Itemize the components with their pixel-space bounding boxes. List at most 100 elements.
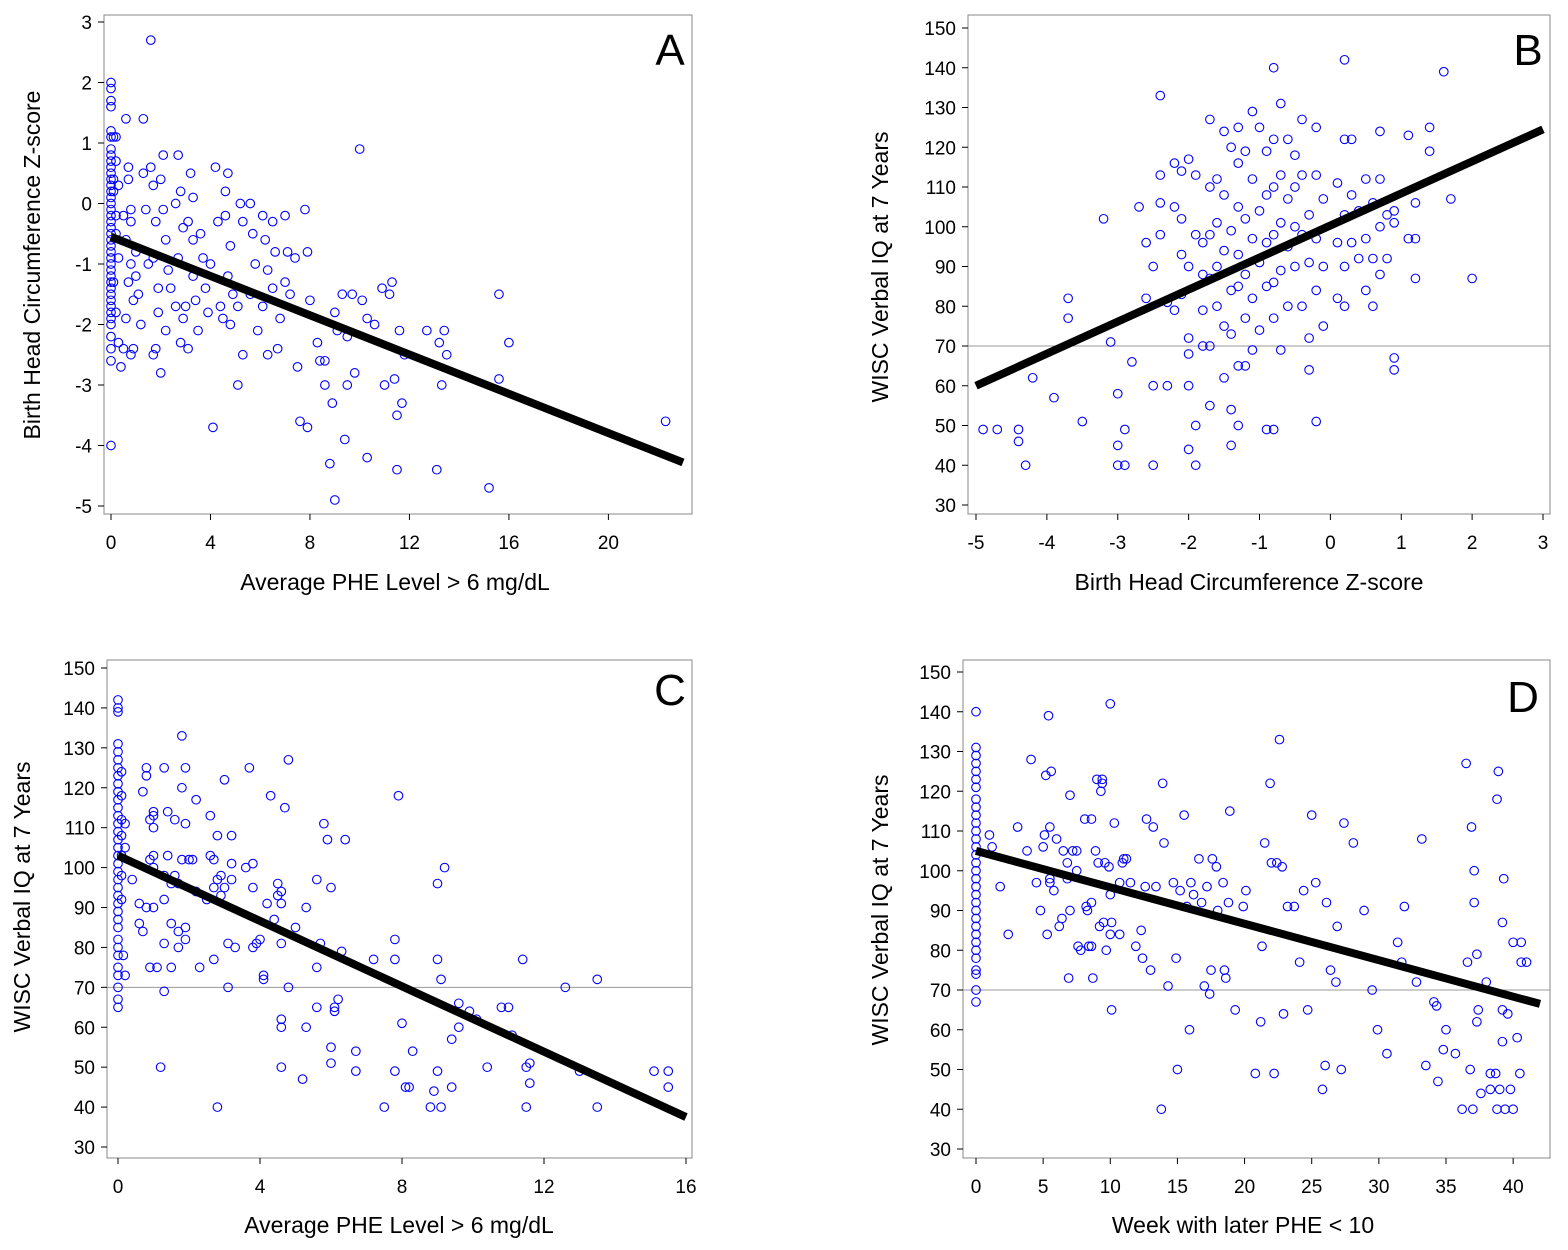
y-tick-label: 110 <box>65 819 95 840</box>
scatter-point <box>1332 178 1343 188</box>
scatter-point <box>1508 1104 1518 1115</box>
scatter-point <box>1277 861 1288 872</box>
scatter-point <box>175 337 186 348</box>
scatter-point <box>1353 253 1364 264</box>
scatter-point <box>188 192 198 203</box>
scatter-point <box>203 307 213 318</box>
scatter-point <box>108 174 119 185</box>
x-tick-label: -5 <box>968 533 985 554</box>
scatter-point <box>1219 372 1229 383</box>
scatter-point <box>126 349 136 360</box>
scatter-point <box>354 144 365 154</box>
y-tick-label: 40 <box>930 1100 951 1121</box>
scatter-point <box>113 695 123 705</box>
scatter-point <box>1265 778 1275 789</box>
scatter-point <box>1368 253 1378 264</box>
y-tick-label: 50 <box>930 1061 951 1082</box>
scatter-point <box>1465 1064 1476 1075</box>
scatter-point <box>971 865 981 876</box>
scatter-point <box>118 343 129 354</box>
scatter-point <box>1441 1024 1451 1035</box>
scatter-point <box>128 295 139 306</box>
scatter-point <box>106 440 116 451</box>
scatter-point <box>1290 221 1300 232</box>
scatter-point <box>1169 202 1180 212</box>
x-tick-label: 5 <box>1038 1177 1049 1198</box>
x-axis-label: Average PHE Level > 6 mg/dL <box>244 1212 554 1238</box>
scatter-point <box>971 857 981 868</box>
scatter-point <box>1516 957 1527 968</box>
scatter-point <box>166 918 177 929</box>
scatter-point <box>212 1102 223 1112</box>
y-tick-label: 90 <box>930 902 951 923</box>
scatter-point <box>255 934 265 945</box>
scatter-point <box>1346 237 1357 248</box>
scatter-point <box>1317 1084 1328 1095</box>
y-tick-label: 60 <box>935 377 956 398</box>
scatter-point <box>1112 388 1123 399</box>
scatter-point <box>153 283 164 294</box>
scatter-point <box>319 818 329 829</box>
scatter-point <box>1290 150 1300 161</box>
scatter-point <box>1502 1008 1513 1019</box>
scatter-point <box>1233 420 1244 431</box>
scatter-point <box>1339 301 1350 312</box>
scatter-point <box>1071 846 1082 856</box>
scatter-point <box>138 786 148 797</box>
x-tick-label: 12 <box>399 533 420 554</box>
scatter-point <box>1183 333 1194 343</box>
scatter-point <box>340 834 351 845</box>
scatter-point <box>155 174 166 185</box>
scatter-point <box>1130 941 1141 952</box>
scatter-point <box>995 881 1006 892</box>
scatter-point <box>1020 460 1031 471</box>
scatter-point <box>329 495 340 505</box>
y-tick-label: 140 <box>919 703 951 724</box>
scatter-point <box>1230 1005 1241 1015</box>
scatter-point <box>1389 217 1400 228</box>
scatter-point <box>1148 460 1159 471</box>
scatter-point <box>390 1066 400 1077</box>
y-tick-label: 150 <box>919 663 951 684</box>
scatter-point <box>205 259 216 269</box>
scatter-point <box>116 870 127 881</box>
scatter-point <box>1197 269 1208 280</box>
scatter-point <box>337 289 348 300</box>
x-tick-label: 30 <box>1368 1177 1389 1198</box>
scatter-point <box>113 778 123 789</box>
scatter-point <box>141 762 152 773</box>
scatter-point <box>123 277 134 288</box>
scatter-point <box>240 862 251 873</box>
scatter-point <box>1188 889 1199 900</box>
y-tick-label: 0 <box>81 195 92 216</box>
scatter-point <box>1311 285 1322 296</box>
plot-frame <box>962 659 1551 1159</box>
scatter-point <box>1261 190 1272 200</box>
y-axis-label: Birth Head Circumference Z-score <box>19 91 45 440</box>
scatter-point <box>362 313 373 324</box>
scatter-point <box>1500 1104 1510 1115</box>
scatter-point <box>106 253 116 263</box>
scatter-point <box>1096 786 1106 797</box>
y-tick-label: 100 <box>63 859 95 880</box>
scatter-point <box>446 1034 457 1045</box>
scatter-point <box>1106 917 1117 928</box>
x-tick-label: 20 <box>598 533 619 554</box>
scatter-point <box>106 355 116 366</box>
scatter-point <box>106 132 116 142</box>
y-tick-label: 90 <box>935 258 956 279</box>
scatter-point <box>106 295 116 306</box>
scatter-point <box>1375 221 1385 232</box>
scatter-point <box>1416 834 1427 844</box>
scatter-point <box>1226 440 1236 451</box>
scatter-point <box>126 204 136 215</box>
scatter-point <box>230 942 240 953</box>
scatter-point <box>1433 1076 1443 1087</box>
scatter-point <box>106 126 116 136</box>
scatter-point <box>984 830 995 840</box>
panel-d: 30 40 50 60 70 80 90 100 110 120 130 140 150 0 5 10 15 20… <box>867 659 1551 1238</box>
scatter-point <box>141 770 152 781</box>
scatter-point <box>1247 233 1258 244</box>
scatter-point <box>150 343 161 354</box>
